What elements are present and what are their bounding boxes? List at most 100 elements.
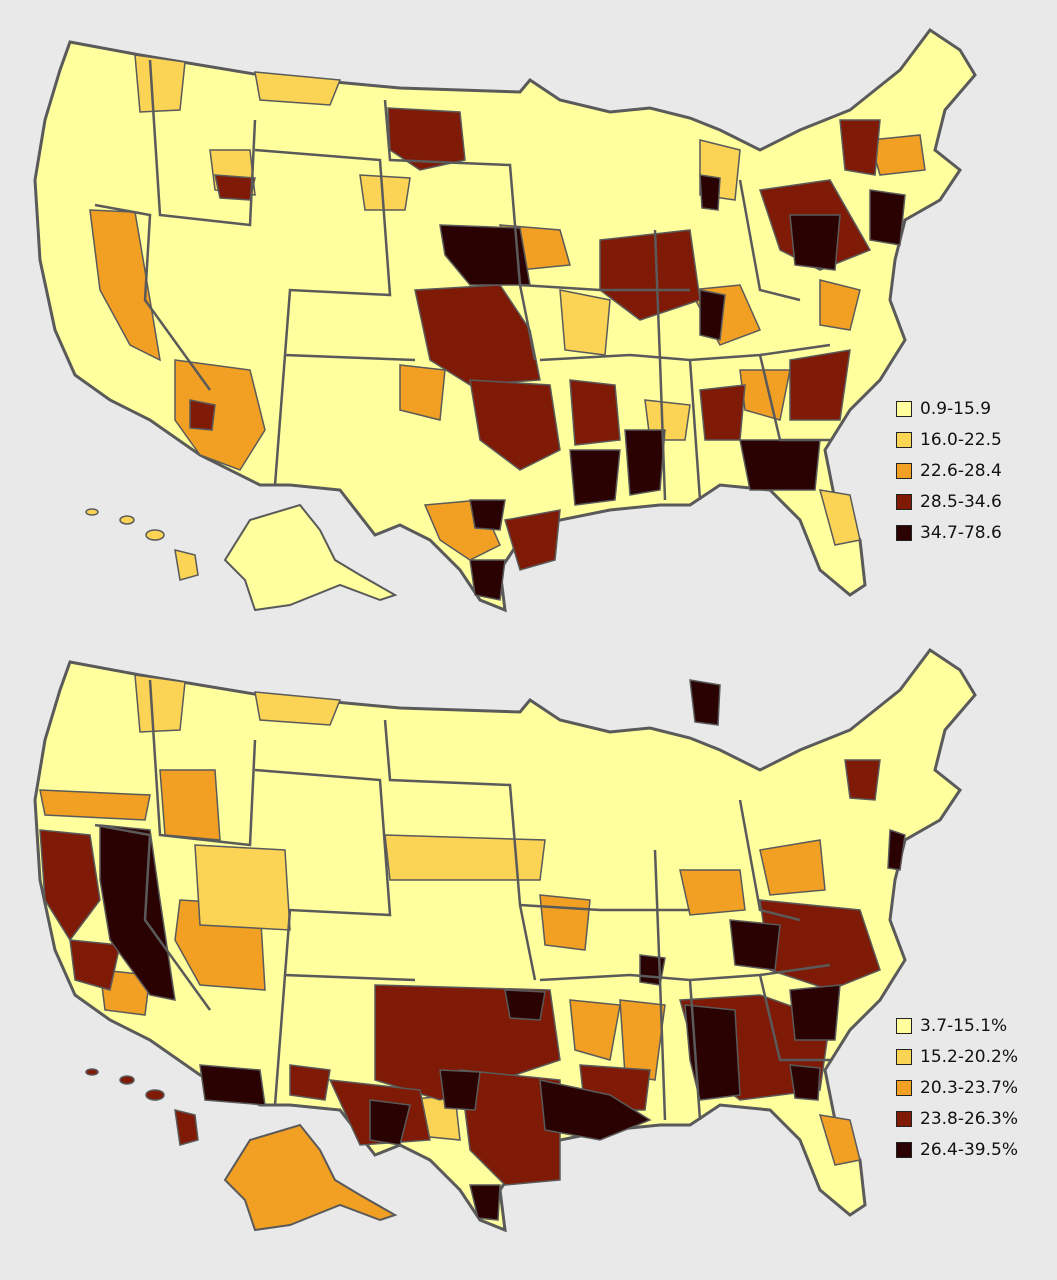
legend-label: 34.7-78.6 bbox=[920, 523, 1002, 543]
bottom-map-panel: 3.7-15.1% 15.2-20.2% 20.3-23.7% 23.8-26.… bbox=[0, 640, 1057, 1280]
legend-label: 20.3-23.7% bbox=[920, 1078, 1018, 1098]
region bbox=[789, 214, 841, 271]
legend-swatch bbox=[896, 1080, 912, 1096]
legend-swatch bbox=[896, 1142, 912, 1158]
region bbox=[569, 379, 621, 446]
region bbox=[469, 559, 506, 601]
region bbox=[134, 674, 186, 733]
region bbox=[739, 439, 821, 491]
hawaii bbox=[85, 508, 199, 581]
bottom-choropleth-map bbox=[33, 647, 977, 1233]
region bbox=[539, 1079, 652, 1141]
region bbox=[869, 189, 906, 246]
alaska bbox=[223, 503, 398, 612]
region bbox=[399, 364, 446, 421]
legend-item: 26.4-39.5% bbox=[896, 1137, 1018, 1163]
region bbox=[384, 834, 546, 881]
region bbox=[569, 999, 621, 1061]
legend-item: 15.2-20.2% bbox=[896, 1044, 1018, 1070]
region bbox=[469, 379, 561, 471]
region bbox=[99, 824, 176, 1001]
region bbox=[599, 229, 701, 321]
legend-label: 28.5-34.6 bbox=[920, 492, 1002, 512]
region bbox=[559, 289, 611, 356]
region bbox=[189, 399, 216, 431]
region bbox=[818, 489, 861, 546]
legend-swatch bbox=[896, 401, 912, 417]
region bbox=[39, 829, 101, 942]
bottom-regions bbox=[39, 674, 906, 1221]
region bbox=[159, 769, 221, 841]
region bbox=[439, 1069, 481, 1111]
region bbox=[359, 174, 411, 211]
region bbox=[839, 119, 881, 176]
region bbox=[469, 499, 506, 531]
legend-swatch bbox=[896, 432, 912, 448]
region bbox=[369, 1099, 411, 1146]
legend-label: 0.9-15.9 bbox=[920, 399, 992, 419]
legend-label: 26.4-39.5% bbox=[920, 1140, 1018, 1160]
legend-swatch bbox=[896, 525, 912, 541]
region bbox=[254, 691, 342, 726]
alaska bbox=[223, 1123, 398, 1232]
region bbox=[569, 449, 621, 506]
legend-label: 23.8-26.3% bbox=[920, 1109, 1018, 1129]
legend-item: 16.0-22.5 bbox=[896, 427, 1002, 453]
region bbox=[844, 759, 881, 801]
region bbox=[789, 349, 851, 421]
top-map-panel: 0.9-15.9 16.0-22.5 22.6-28.4 28.5-34.6 3… bbox=[33, 27, 1002, 613]
region bbox=[539, 894, 591, 951]
region bbox=[699, 289, 726, 341]
region bbox=[887, 828, 906, 871]
region bbox=[459, 1069, 561, 1186]
legend-label: 3.7-15.1% bbox=[920, 1016, 1008, 1036]
region bbox=[699, 384, 746, 441]
region bbox=[789, 1064, 821, 1101]
region bbox=[289, 1064, 331, 1101]
legend-item: 23.8-26.3% bbox=[896, 1106, 1018, 1132]
region bbox=[729, 919, 781, 971]
region bbox=[689, 679, 721, 726]
legend-item: 34.7-78.6 bbox=[896, 520, 1002, 546]
region bbox=[254, 71, 342, 106]
region bbox=[504, 509, 561, 571]
legend-item: 22.6-28.4 bbox=[896, 458, 1002, 484]
region bbox=[194, 844, 291, 931]
legend-swatch bbox=[896, 463, 912, 479]
region bbox=[624, 429, 666, 496]
region bbox=[134, 54, 186, 113]
legend-swatch bbox=[896, 1111, 912, 1127]
region bbox=[699, 174, 721, 211]
legend-item: 3.7-15.1% bbox=[896, 1013, 1018, 1039]
region bbox=[439, 224, 531, 286]
region bbox=[684, 1004, 741, 1101]
legend-label: 15.2-20.2% bbox=[920, 1047, 1018, 1067]
top-legend: 0.9-15.9 16.0-22.5 22.6-28.4 28.5-34.6 3… bbox=[896, 396, 1002, 546]
region bbox=[214, 174, 256, 201]
top-regions bbox=[89, 54, 926, 601]
legend-label: 22.6-28.4 bbox=[920, 461, 1002, 481]
region bbox=[504, 989, 546, 1021]
region bbox=[174, 359, 266, 471]
region bbox=[469, 1184, 501, 1221]
bottom-legend: 3.7-15.1% 15.2-20.2% 20.3-23.7% 23.8-26.… bbox=[896, 1013, 1018, 1163]
region bbox=[679, 869, 746, 916]
legend-swatch bbox=[896, 1018, 912, 1034]
legend-swatch bbox=[896, 494, 912, 510]
legend-item: 20.3-23.7% bbox=[896, 1075, 1018, 1101]
legend-item: 0.9-15.9 bbox=[896, 396, 1002, 422]
region bbox=[818, 1114, 861, 1166]
legend-item: 28.5-34.6 bbox=[896, 489, 1002, 515]
region bbox=[759, 839, 826, 896]
legend-label: 16.0-22.5 bbox=[920, 430, 1002, 450]
region bbox=[619, 999, 666, 1081]
region bbox=[199, 1064, 266, 1106]
top-choropleth-map bbox=[33, 27, 977, 613]
region bbox=[789, 984, 841, 1041]
region bbox=[819, 279, 861, 331]
state-borders bbox=[94, 679, 831, 1121]
region bbox=[39, 789, 151, 821]
hawaii bbox=[85, 1068, 199, 1146]
state-borders bbox=[94, 59, 831, 501]
region bbox=[69, 939, 121, 991]
